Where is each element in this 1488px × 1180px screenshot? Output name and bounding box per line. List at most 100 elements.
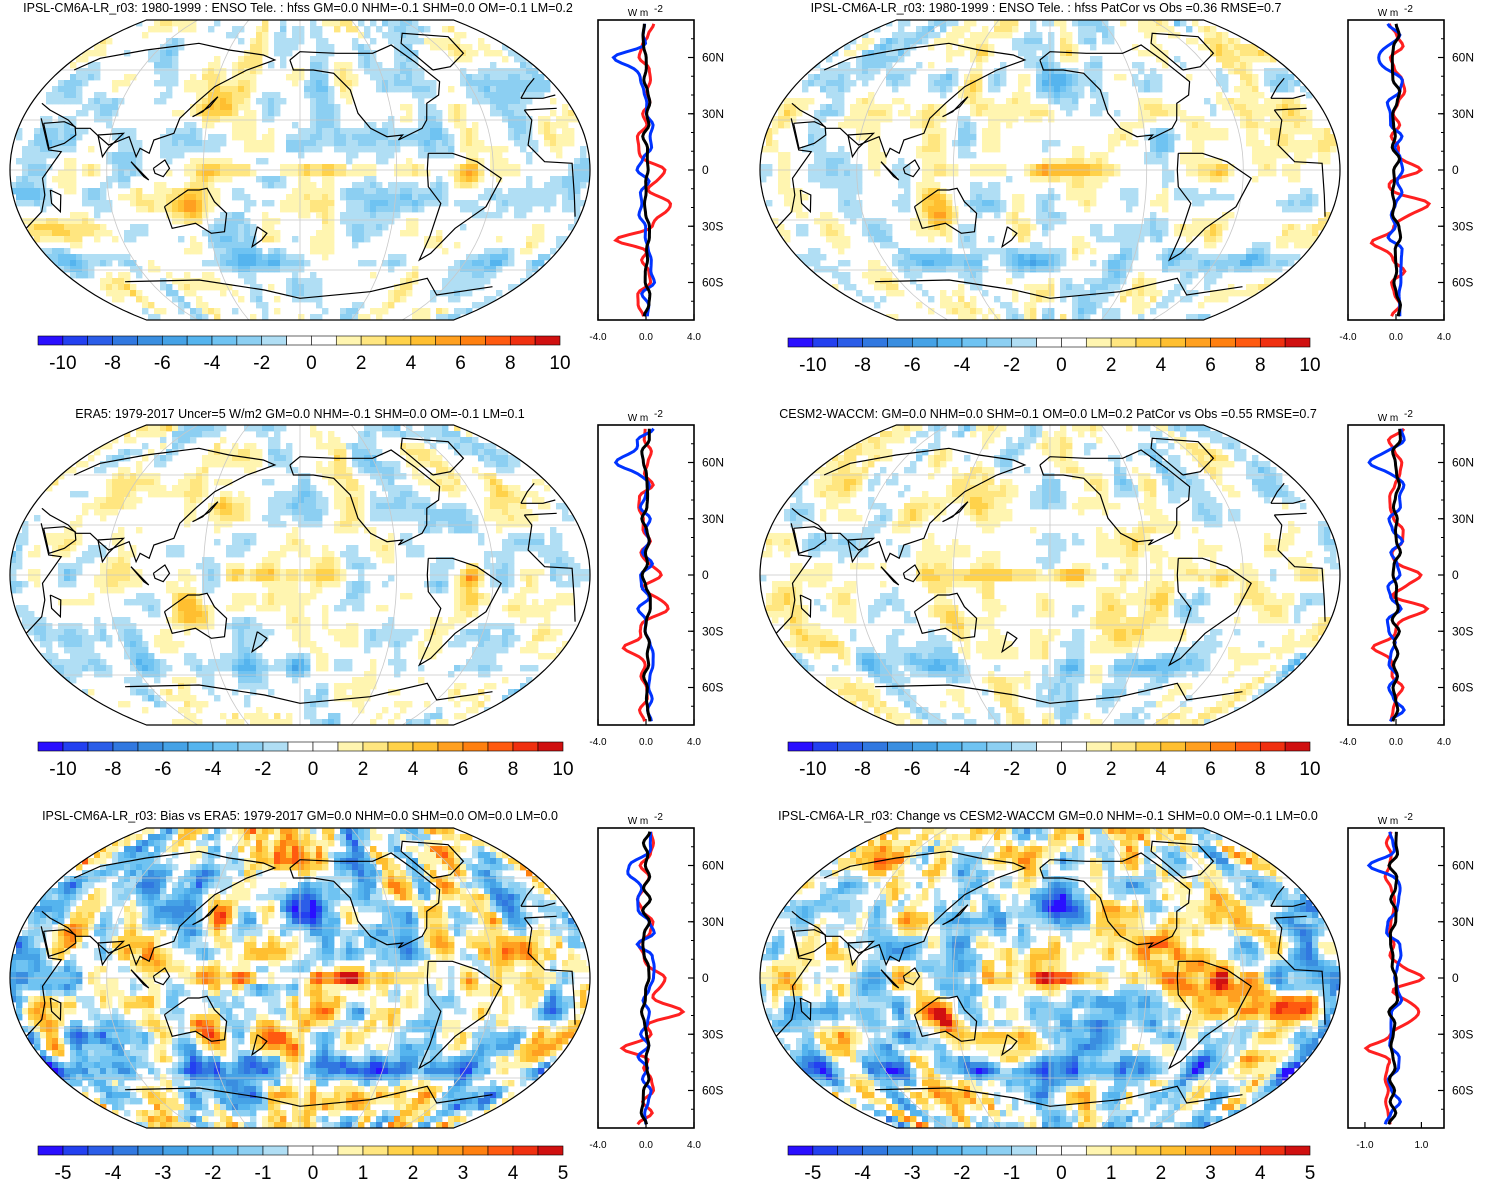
colorbar-swatch bbox=[112, 335, 138, 346]
coastline bbox=[163, 187, 228, 234]
coastline bbox=[43, 121, 77, 150]
lat-tick-label: 60N bbox=[702, 51, 724, 65]
lat-tick-label: 60N bbox=[1452, 859, 1474, 873]
colorbar-swatch bbox=[62, 335, 89, 346]
colorbar-tick-label: -3 bbox=[155, 1163, 172, 1180]
colorbar-swatch bbox=[1061, 337, 1087, 348]
colorbar-swatch bbox=[137, 335, 163, 346]
coastline bbox=[400, 32, 465, 71]
graticule-lon bbox=[952, 828, 1000, 1128]
colorbar-tick-label: 6 bbox=[455, 353, 466, 374]
x-tick-label: 4.0 bbox=[687, 332, 701, 343]
map-field bbox=[10, 425, 590, 725]
colorbar-tick-label: 1 bbox=[1106, 1163, 1117, 1180]
colorbar-swatch bbox=[362, 741, 389, 752]
colorbar-swatch bbox=[287, 1145, 314, 1156]
diff-profile-line bbox=[1390, 428, 1403, 722]
colorbar-tick-label: -1 bbox=[1003, 1163, 1020, 1180]
coastline bbox=[942, 96, 969, 118]
colorbar-swatch bbox=[512, 1145, 539, 1156]
coastline bbox=[1001, 631, 1018, 654]
panel-p2: IPSL-CM6A-LR_r03: 1980-1999 : ENSO Tele.… bbox=[759, 1, 1474, 376]
colorbar-swatch bbox=[286, 335, 312, 346]
coastline bbox=[417, 557, 502, 667]
coastline bbox=[1150, 840, 1215, 879]
graticule-lon bbox=[1152, 20, 1244, 320]
coastline bbox=[913, 592, 978, 639]
colorbar-swatch bbox=[62, 741, 89, 752]
colorbar-tick-label: -8 bbox=[854, 759, 871, 780]
colorbar-swatch bbox=[887, 741, 913, 752]
colorbar-swatch bbox=[1185, 337, 1211, 348]
colorbar-tick-label: -6 bbox=[154, 353, 171, 374]
colorbar-swatch bbox=[1061, 1145, 1087, 1156]
panel-p1: IPSL-CM6A-LR_r03: 1980-1999 : ENSO Tele.… bbox=[9, 1, 724, 374]
graticule-lon bbox=[202, 828, 250, 1128]
colorbar-swatch bbox=[87, 335, 113, 346]
colorbar-tick-label: -5 bbox=[804, 1163, 821, 1180]
lat-tick-label: 60S bbox=[702, 276, 723, 290]
lat-tick-label: 30S bbox=[1452, 1027, 1473, 1041]
graticule-lon bbox=[202, 20, 250, 320]
colorbar-swatch bbox=[1061, 741, 1087, 752]
colorbar-swatch bbox=[287, 741, 314, 752]
coastline bbox=[902, 967, 921, 986]
colorbar-swatch bbox=[1160, 741, 1187, 752]
colorbar-swatch bbox=[87, 1145, 114, 1156]
coastline bbox=[41, 850, 556, 967]
colorbar-tick-label: 0 bbox=[1056, 1163, 1067, 1180]
colorbar-tick-label: -2 bbox=[954, 1163, 971, 1180]
colorbar-swatch bbox=[1110, 1145, 1137, 1156]
colorbar-tick-label: -4 bbox=[205, 759, 222, 780]
colorbar-swatch bbox=[1160, 337, 1187, 348]
colorbar-swatch bbox=[360, 335, 387, 346]
colorbar-swatch bbox=[812, 1145, 839, 1156]
lat-tick-label: 30N bbox=[1452, 512, 1474, 526]
colorbar-tick-label: -2 bbox=[1003, 759, 1020, 780]
colorbar-swatch bbox=[187, 741, 214, 752]
colorbar-swatch bbox=[509, 335, 536, 346]
coastline bbox=[775, 107, 1326, 229]
coastline bbox=[289, 852, 441, 949]
coastline bbox=[1039, 449, 1191, 546]
colorbar-tick-label: -2 bbox=[1003, 355, 1020, 376]
panel-title: IPSL-CM6A-LR_r03: 1980-1999 : ENSO Tele.… bbox=[23, 1, 573, 15]
colorbar-tick-label: 2 bbox=[358, 759, 369, 780]
colorbar-swatch bbox=[986, 741, 1013, 752]
graticule-lon bbox=[106, 20, 198, 320]
colorbar-swatch bbox=[1284, 741, 1311, 752]
coastline bbox=[43, 929, 77, 958]
x-tick-label: 4.0 bbox=[687, 737, 701, 748]
x-tick-label: -4.0 bbox=[589, 1140, 607, 1151]
coastline bbox=[1001, 1034, 1018, 1057]
x-tick-label: 4.0 bbox=[1437, 737, 1451, 748]
coastline bbox=[97, 537, 126, 564]
coastline bbox=[125, 1085, 493, 1107]
colorbar-swatch bbox=[487, 1145, 514, 1156]
graticule-lon bbox=[952, 20, 1000, 320]
colorbar-swatch bbox=[1235, 1145, 1261, 1156]
colorbar-tick-label: 5 bbox=[558, 1163, 569, 1180]
colorbar-swatch bbox=[537, 741, 564, 752]
colorbar: -10 -8 -6 -4 -2 0 2 4 6 8 10 bbox=[37, 335, 571, 374]
colorbar-swatch bbox=[1085, 337, 1112, 348]
colorbar-swatch bbox=[862, 337, 888, 348]
colorbar: -10 -8 -6 -4 -2 0 2 4 6 8 10 bbox=[787, 337, 1321, 376]
colorbar-tick-label: -2 bbox=[255, 759, 272, 780]
coastline bbox=[791, 850, 1306, 967]
coastline bbox=[192, 96, 219, 118]
coastline bbox=[251, 631, 268, 654]
units-label: W m bbox=[1378, 413, 1399, 424]
coastline bbox=[41, 447, 556, 564]
zonal-mean-plot: W m -2 60N 30N 0 30S 60S -4.0 0.0 4.0 bbox=[589, 812, 724, 1151]
colorbar-tick-label: 3 bbox=[458, 1163, 469, 1180]
map-field bbox=[760, 20, 1340, 320]
units-label: W m bbox=[1378, 8, 1399, 19]
coastline bbox=[791, 42, 1306, 159]
coastline bbox=[130, 969, 150, 989]
coastline bbox=[880, 566, 900, 586]
map-outline bbox=[759, 827, 1341, 1129]
colorbar-swatch bbox=[485, 335, 511, 346]
colorbar-swatch bbox=[112, 741, 139, 752]
colorbar-swatch bbox=[437, 1145, 464, 1156]
